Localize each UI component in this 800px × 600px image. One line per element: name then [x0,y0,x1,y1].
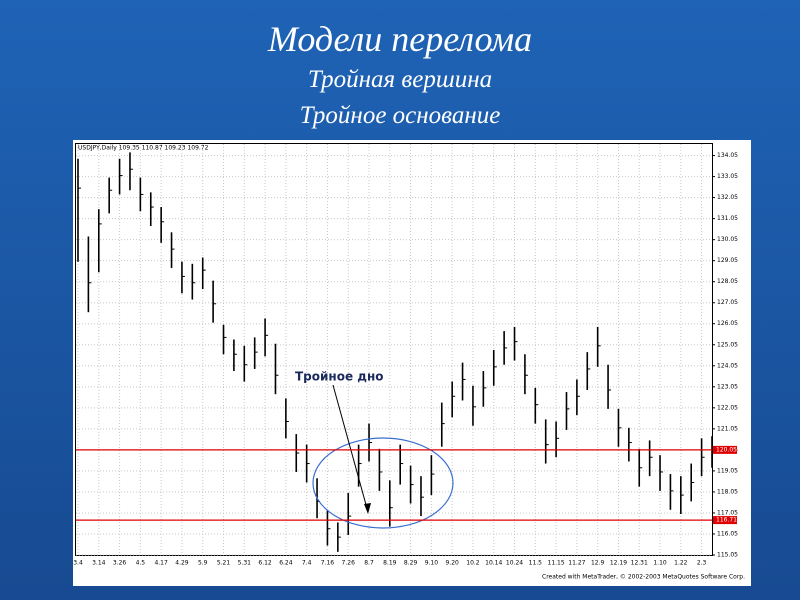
y-tick-label: 118.05 [717,488,738,495]
x-tick-label: 11.27 [568,560,585,567]
chart-footer: Created with MetaTrader, © 2002-2003 Met… [542,574,745,581]
highlight-ellipse [312,437,454,529]
level-label: 116.71 [716,517,737,524]
y-tick-label: 115.05 [717,552,738,559]
y-tick-label: 121.05 [717,425,738,432]
slide-title: Модели перелома [267,19,533,59]
y-tick-label: 129.05 [717,257,738,264]
x-tick-label: 4.17 [154,560,168,567]
x-tick-label: 6.24 [279,560,293,567]
x-tick-label: 7.26 [342,560,356,567]
x-tick-label: 10.24 [506,560,523,567]
x-tick-label: 4.29 [175,560,189,567]
x-tick-label: 8.29 [404,560,418,567]
x-tick-label: 9.10 [425,560,439,567]
x-tick-label: 7.4 [302,560,312,567]
y-tick-label: 133.05 [717,173,738,180]
y-tick-label: 125.05 [717,341,738,348]
x-tick-label: 8.19 [383,560,397,567]
y-tick-label: 127.05 [717,299,738,306]
annotation: Тройное дно [295,370,384,384]
x-tick-label: 1.22 [674,560,688,567]
x-tick-label: 11.15 [548,560,565,567]
chart: USDJPY,Daily 109.35 110.87 109.23 109.72… [73,140,751,586]
x-tick-label: 11.5 [529,560,543,567]
x-tick-label: 3.26 [113,560,127,567]
x-tick-label: 7.16 [321,560,335,567]
x-tick-label: 10.14 [485,560,502,567]
x-tick-label: 5.31 [238,560,252,567]
x-tick-label: 12.19 [610,560,627,567]
arrow-head [364,503,371,514]
y-tick-label: 130.05 [717,236,738,243]
x-tick-label: 2.3 [697,560,707,567]
chart-background [73,140,751,586]
y-tick-label: 116.05 [717,530,738,537]
x-tick-label: 10.2 [466,560,480,567]
slide-subtitle: Тройная вершина [307,66,493,93]
x-tick-label: 9.20 [445,560,459,567]
x-tick-label: 6.12 [258,560,272,567]
level-tag [713,445,737,454]
y-tick-label: 117.05 [717,509,738,516]
y-tick-label: 123.05 [717,383,738,390]
y-tick-label: 124.05 [717,362,738,369]
x-tick-label: 3.4 [73,560,83,567]
bars [77,152,715,552]
y-tick-label: 134.05 [717,152,738,159]
x-tick-label: 8.7 [364,560,374,567]
x-tick-label: 1.10 [653,560,667,567]
y-tick-label: 131.05 [717,215,738,222]
x-tick-label: 4.5 [136,560,146,567]
y-tick-label: 122.05 [717,404,738,411]
x-tick-label: 12.9 [591,560,605,567]
y-tick-label: 132.05 [717,194,738,201]
x-tick-label: 5.21 [217,560,231,567]
level-label: 120.05 [716,446,737,453]
x-tick-label: 5.9 [198,560,208,567]
y-tick-label: 128.05 [717,278,738,285]
x-tick-label: 3.14 [92,560,106,567]
x-tick-label: 12.31 [631,560,648,567]
level-tag [713,516,737,525]
y-tick-label: 126.05 [717,320,738,327]
chart-header: USDJPY,Daily 109.35 110.87 109.23 109.72 [78,145,209,152]
annotation-arrow [332,384,369,513]
y-tick-label: 119.05 [717,467,738,474]
slide-subtitle: Тройное основание [299,102,501,129]
